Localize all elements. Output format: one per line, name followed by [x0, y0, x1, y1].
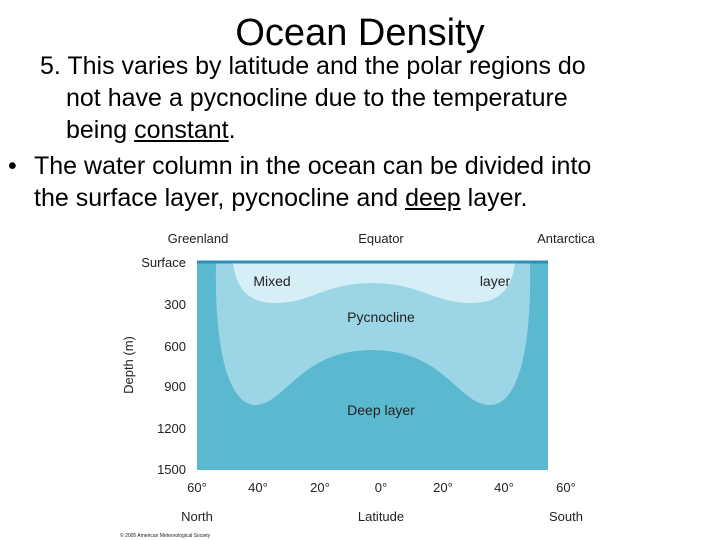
bullet-symbol: •	[8, 152, 17, 180]
copyright-credit: © 2005 American Meteorological Society	[120, 532, 211, 539]
y-tick-1500: 1500	[157, 462, 186, 477]
bullet-line-2-prefix: the surface layer, pycnocline and	[34, 184, 406, 212]
bullet-line-2: the surface layer, pycnocline and deep l…	[34, 184, 527, 213]
label-deep-layer: Deep layer	[347, 402, 415, 418]
point-5-line-3: being constant.	[66, 116, 236, 145]
y-tick-surface: Surface	[141, 255, 186, 270]
point-5-line-3-suffix: .	[228, 116, 236, 144]
label-antarctica: Antarctica	[537, 231, 596, 246]
label-equator: Equator	[358, 231, 404, 246]
point-5-line-1: 5. This varies by latitude and the polar…	[40, 52, 586, 80]
y-axis-title: Depth (m)	[121, 336, 136, 394]
underlined-word-deep: deep	[405, 184, 461, 212]
label-mixed: Mixed	[253, 273, 290, 289]
mixed-layer-region	[233, 262, 515, 303]
slide-title: Ocean Density	[235, 12, 485, 54]
x-tick-40-south: 40°	[494, 480, 514, 495]
label-latitude: Latitude	[358, 509, 404, 524]
label-south: South	[549, 509, 583, 524]
y-tick-300: 300	[164, 297, 186, 312]
bullet-line-2-suffix: layer.	[460, 184, 528, 212]
x-tick-60-south: 60°	[556, 480, 576, 495]
x-tick-20-south: 20°	[433, 480, 453, 495]
x-tick-60-north: 60°	[187, 480, 207, 495]
label-pycnocline: Pycnocline	[347, 309, 415, 325]
point-5-line-2: not have a pycnocline due to the tempera…	[66, 84, 568, 112]
label-greenland: Greenland	[168, 231, 229, 246]
y-tick-900: 900	[164, 379, 186, 394]
y-tick-600: 600	[164, 339, 186, 354]
x-tick-20-north: 20°	[310, 480, 330, 495]
x-tick-40-north: 40°	[248, 480, 268, 495]
label-north: North	[181, 509, 213, 524]
underlined-word-constant: constant	[134, 116, 229, 144]
x-tick-0: 0°	[375, 480, 387, 495]
bullet-line-1: The water column in the ocean can be div…	[34, 152, 592, 180]
label-layer: layer	[480, 273, 511, 289]
y-tick-1200: 1200	[157, 421, 186, 436]
point-5-line-3-prefix: being	[66, 116, 135, 144]
